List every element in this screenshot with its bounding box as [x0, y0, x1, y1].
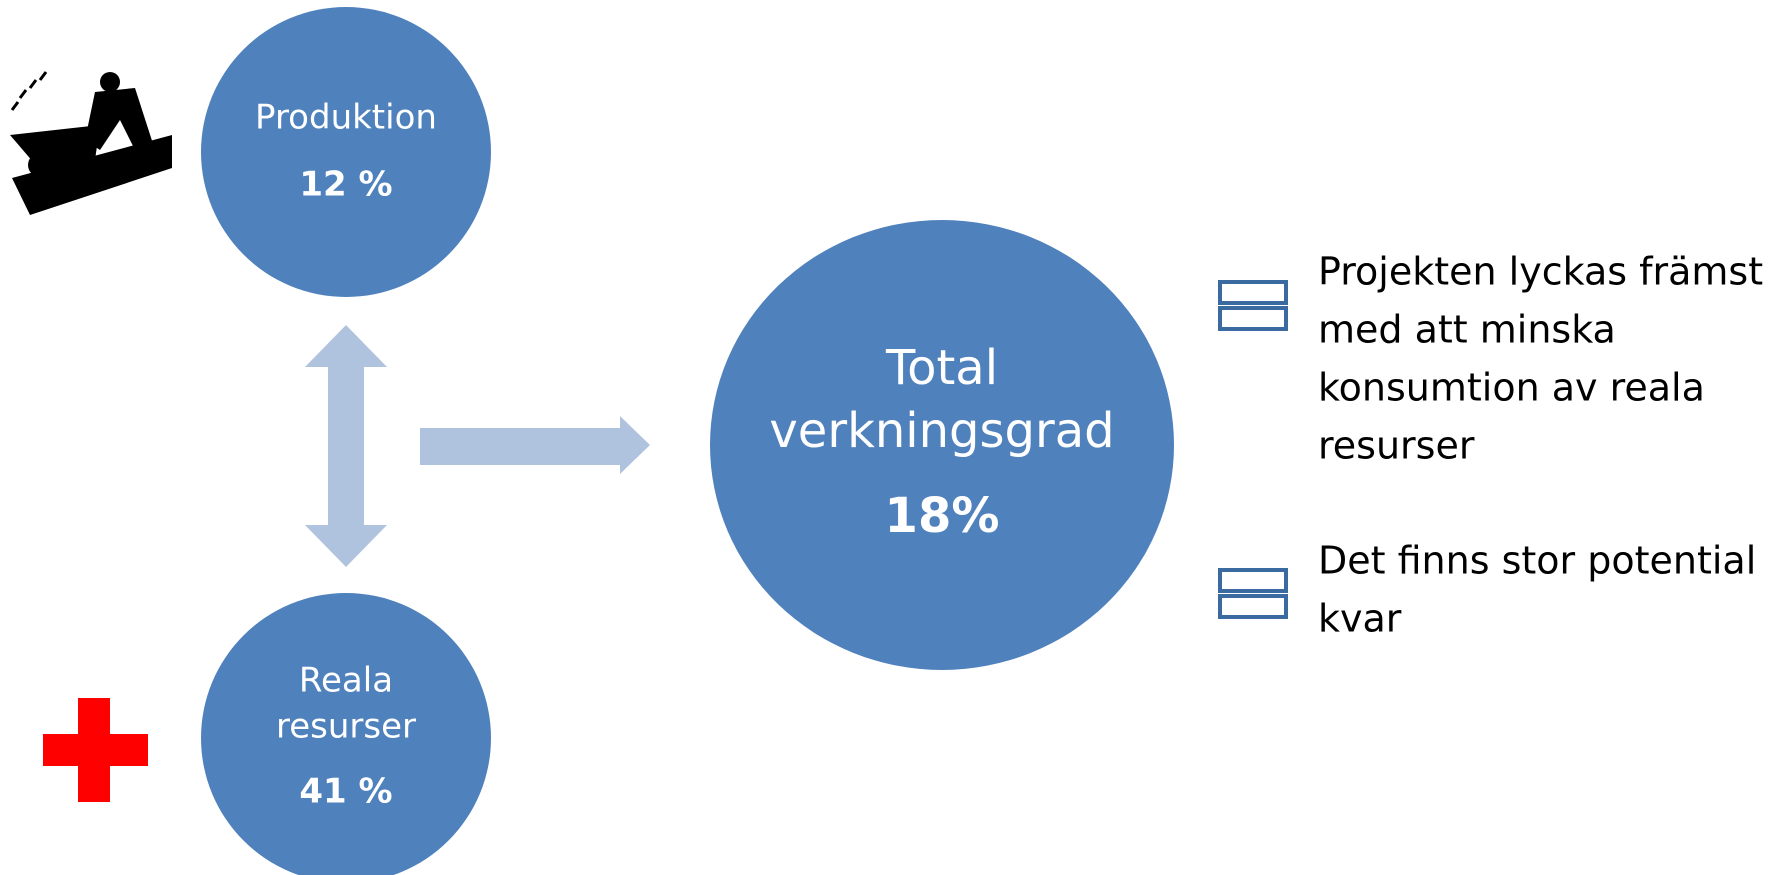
bullet-text: resurser [1318, 424, 1475, 468]
node-label: Reala [299, 661, 393, 701]
worker-icon [10, 72, 172, 215]
bullet-text: kvar [1318, 597, 1402, 641]
node-label: resurser [276, 707, 416, 747]
node-label: Produktion [255, 98, 437, 138]
diagram: Produktion 12 % Reala resurser 41 % Total verk… [0, 0, 1781, 875]
bullet-text: konsumtion av reala [1318, 366, 1705, 410]
bullet-text: Det finns stor potential [1318, 539, 1756, 583]
red-cross-icon [43, 698, 148, 802]
bullet-text: Projekten lyckas främst [1318, 250, 1763, 294]
node-label: Total [885, 340, 998, 396]
horizontal-arrow [420, 416, 650, 474]
node-label: verkningsgrad [769, 403, 1114, 459]
vertical-arrow [305, 325, 387, 567]
node-value: 18% [885, 488, 1000, 544]
node-value: 12 % [299, 165, 392, 205]
bullet-icon [1220, 570, 1286, 617]
page: Produktion 12 % Reala resurser 41 % Total verk… [0, 0, 1781, 875]
bullet-text: med att minska [1318, 308, 1616, 352]
node-value: 41 % [299, 772, 392, 812]
bullet-icon [1220, 282, 1286, 329]
node-circle [201, 7, 491, 297]
